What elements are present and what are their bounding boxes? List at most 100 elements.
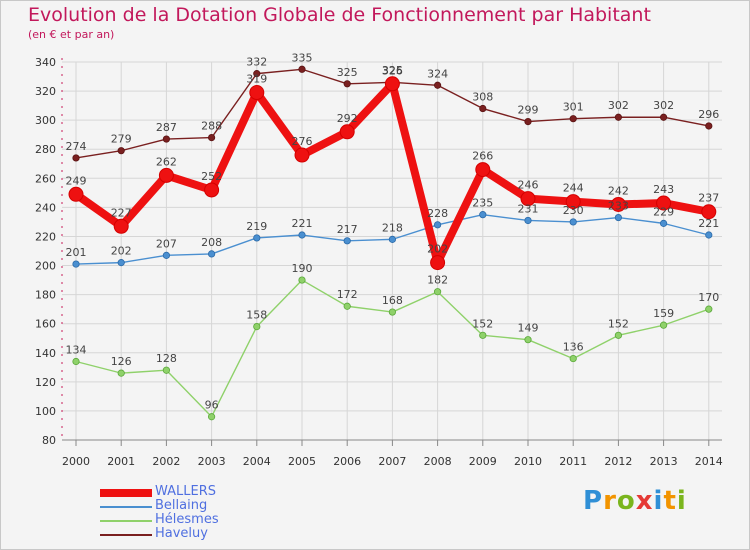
data-label-haveluy: 332 xyxy=(246,56,267,69)
data-point-bellaing xyxy=(72,260,80,268)
y-tick-label: 120 xyxy=(35,376,56,389)
data-label-helesmes: 158 xyxy=(246,309,267,322)
chart-subtitle: (en € et par an) xyxy=(28,28,115,41)
data-label-wallers: 319 xyxy=(246,73,267,86)
data-point-haveluy xyxy=(117,147,125,155)
data-label-wallers: 242 xyxy=(608,184,629,197)
x-tick-label: 2004 xyxy=(243,455,271,468)
y-tick-label: 280 xyxy=(35,143,56,156)
data-point-helesmes xyxy=(614,331,623,339)
data-label-bellaing: 230 xyxy=(563,204,584,217)
data-label-helesmes: 190 xyxy=(292,262,313,275)
data-label-haveluy: 279 xyxy=(111,133,132,146)
data-point-haveluy xyxy=(298,65,306,73)
data-point-bellaing xyxy=(298,231,306,239)
data-point-wallers xyxy=(701,204,717,220)
data-label-bellaing: 218 xyxy=(382,221,403,234)
data-point-wallers xyxy=(384,76,400,92)
data-point-haveluy xyxy=(253,70,261,78)
data-label-bellaing: 208 xyxy=(201,236,222,249)
data-label-helesmes: 128 xyxy=(156,352,177,365)
data-point-haveluy xyxy=(208,134,216,142)
data-point-helesmes xyxy=(524,336,532,344)
data-point-wallers xyxy=(204,182,220,198)
y-tick-label: 300 xyxy=(35,114,56,127)
data-point-wallers xyxy=(68,186,84,202)
legend-label-haveluy: Haveluy xyxy=(155,526,208,541)
data-point-bellaing xyxy=(343,237,351,245)
data-point-haveluy xyxy=(479,104,487,113)
data-point-bellaing xyxy=(162,251,170,259)
data-label-haveluy: 296 xyxy=(698,108,719,121)
data-label-haveluy: 302 xyxy=(653,99,674,112)
data-label-helesmes: 136 xyxy=(563,341,584,354)
data-label-wallers: 249 xyxy=(66,174,87,187)
data-label-wallers: 262 xyxy=(156,155,177,168)
data-label-helesmes: 172 xyxy=(337,288,358,301)
data-label-bellaing: 221 xyxy=(698,217,719,230)
chart-title: Evolution de la Dotation Globale de Fonc… xyxy=(28,4,651,26)
x-tick-label: 2011 xyxy=(559,455,587,468)
data-point-haveluy xyxy=(72,154,80,162)
y-tick-label: 140 xyxy=(35,347,56,360)
y-tick-label: 180 xyxy=(35,289,56,302)
data-point-bellaing xyxy=(614,213,623,222)
y-tick-label: 100 xyxy=(35,405,56,418)
data-point-bellaing xyxy=(479,211,487,219)
y-tick-label: 320 xyxy=(35,85,56,98)
data-label-haveluy: 299 xyxy=(518,104,539,117)
legend-label-wallers: WALLERS xyxy=(155,484,217,499)
data-label-helesmes: 182 xyxy=(427,274,448,287)
data-point-wallers xyxy=(158,167,174,183)
data-label-haveluy: 274 xyxy=(66,140,87,153)
data-point-haveluy xyxy=(705,122,713,130)
x-tick-label: 2005 xyxy=(288,455,316,468)
x-tick-label: 2006 xyxy=(333,455,361,468)
x-tick-label: 2000 xyxy=(62,455,90,468)
data-label-wallers: 227 xyxy=(111,206,132,219)
x-tick-label: 2003 xyxy=(198,455,226,468)
logo-letter: r xyxy=(603,486,617,516)
data-label-bellaing: 202 xyxy=(111,245,132,258)
data-point-haveluy xyxy=(433,81,442,89)
data-label-helesmes: 96 xyxy=(205,399,219,412)
x-tick-label: 2007 xyxy=(378,455,406,468)
x-tick-label: 2014 xyxy=(695,455,723,468)
data-label-haveluy: 288 xyxy=(201,120,222,133)
data-label-bellaing: 221 xyxy=(292,217,313,230)
data-label-bellaing: 229 xyxy=(653,205,674,218)
data-label-helesmes: 170 xyxy=(698,291,719,304)
data-point-wallers xyxy=(249,85,265,101)
data-label-bellaing: 201 xyxy=(66,246,87,259)
data-point-helesmes xyxy=(208,413,216,421)
data-label-haveluy: 287 xyxy=(156,121,177,134)
legend-swatch-bellaing xyxy=(100,506,152,508)
x-tick-label: 2009 xyxy=(469,455,497,468)
data-label-helesmes: 152 xyxy=(608,317,629,330)
data-point-helesmes xyxy=(72,357,80,366)
data-point-haveluy xyxy=(614,113,623,121)
series-layer xyxy=(68,65,717,421)
legend-label-helesmes: Hélesmes xyxy=(155,512,219,527)
data-label-wallers: 246 xyxy=(518,179,539,192)
data-label-bellaing: 228 xyxy=(427,207,448,220)
y-tick-label: 200 xyxy=(35,260,56,273)
data-label-haveluy: 335 xyxy=(292,51,313,64)
data-label-haveluy: 308 xyxy=(472,91,493,104)
logo-letter: x xyxy=(635,486,654,516)
data-point-wallers xyxy=(430,255,446,271)
data-point-wallers xyxy=(565,194,581,210)
x-tick-label: 2010 xyxy=(514,455,542,468)
legend-swatch-helesmes xyxy=(100,520,152,522)
data-point-wallers xyxy=(610,196,626,212)
data-point-bellaing xyxy=(388,235,396,243)
data-label-helesmes: 159 xyxy=(653,307,674,320)
x-tick-label: 2012 xyxy=(604,455,632,468)
data-label-wallers: 252 xyxy=(201,170,222,183)
x-tick-label: 2001 xyxy=(107,455,135,468)
data-label-wallers: 237 xyxy=(698,192,719,205)
logo-letter: t xyxy=(663,486,677,516)
data-label-haveluy: 324 xyxy=(427,67,448,80)
data-point-bellaing xyxy=(569,218,577,226)
